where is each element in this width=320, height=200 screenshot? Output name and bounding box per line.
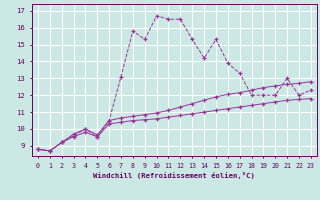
X-axis label: Windchill (Refroidissement éolien,°C): Windchill (Refroidissement éolien,°C) [93, 172, 255, 179]
